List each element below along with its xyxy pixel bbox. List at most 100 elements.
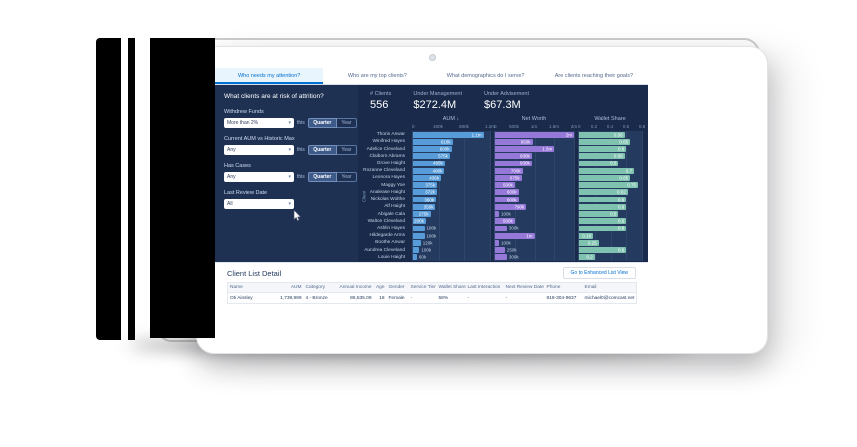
bar-aum[interactable]: 350k	[413, 203, 436, 210]
bar-row: 1m	[495, 232, 574, 239]
toggle-year[interactable]: Year	[336, 117, 357, 128]
bar-wallet-share[interactable]: 0.75	[579, 182, 639, 189]
bar-aum[interactable]: 60k	[413, 254, 426, 261]
column-header-phone[interactable]: Phone	[544, 282, 583, 293]
column-header-last-interaction[interactable]: Last Interaction	[465, 282, 504, 293]
bar-row: 120k	[413, 239, 490, 246]
toggle-quarter[interactable]: Quarter	[307, 144, 337, 155]
bar-wallet-share[interactable]: 0.62	[579, 189, 628, 196]
filter-select-current-aum-vs-historic-max[interactable]: Any ▾	[224, 144, 294, 155]
bar-wallet-share[interactable]: 0.25	[579, 239, 599, 246]
filter-select-last-review-date[interactable]: All ▾	[224, 198, 294, 209]
filter-select-withdrew-funds[interactable]: More than 2% ▾	[224, 117, 294, 128]
bar-wallet-share[interactable]: 0.2	[579, 254, 595, 261]
bar-aum[interactable]: 495k	[413, 160, 445, 167]
bar-net-worth[interactable]: 300k	[495, 225, 519, 232]
bar-aum[interactable]: 120k	[413, 239, 432, 246]
toggle-year[interactable]: Year	[336, 171, 357, 182]
bar-net-worth[interactable]: 100k	[495, 239, 511, 246]
bar-row: 600k	[495, 196, 574, 203]
bar-value: 60k	[418, 254, 427, 260]
bar-net-worth[interactable]: 1m	[495, 232, 535, 239]
column-header-annual-income[interactable]: Annual Income	[335, 282, 374, 293]
bar-net-worth[interactable]: 250k	[495, 247, 517, 253]
bar-wallet-share[interactable]: 0.5	[579, 211, 619, 217]
bar-wallet-share[interactable]: 0.6	[579, 247, 627, 253]
bar-net-worth[interactable]: 950k	[495, 138, 533, 145]
bar-net-worth[interactable]: 1.5m	[495, 146, 555, 152]
bar-net-worth[interactable]: 600k	[495, 196, 519, 203]
bar-aum[interactable]: 575k	[413, 153, 450, 160]
bar-aum[interactable]: 372k	[413, 189, 437, 196]
bar-aum[interactable]: 180k	[413, 225, 436, 232]
bar-aum[interactable]: 436k	[413, 175, 441, 181]
bar-wallet-share[interactable]: 0.7	[579, 167, 635, 174]
bar-net-worth[interactable]: 2m	[495, 131, 574, 138]
tab-what-demographics-do-i-serve[interactable]: What demographics do I serve?	[446, 73, 525, 79]
column-header-name[interactable]: Name	[227, 282, 276, 293]
bar-net-worth[interactable]: 500k	[495, 182, 515, 189]
bar-aum[interactable]: 375k	[413, 182, 438, 189]
bar-wallet-share[interactable]: 0.58	[579, 131, 625, 138]
bar-aum[interactable]: 275k	[413, 211, 431, 217]
bar-aum[interactable]: 200k	[413, 218, 426, 225]
bar-row: 0.6	[579, 145, 642, 152]
column-header-age[interactable]: Age	[373, 282, 387, 293]
column-header-next-review-date[interactable]: Next Review Date	[503, 282, 545, 293]
bar-wallet-share[interactable]: 0.6	[579, 225, 627, 232]
filter-select-has-cases[interactable]: Any ▾	[224, 171, 294, 182]
sort-desc-icon[interactable]: ↓	[454, 116, 460, 122]
tab-are-clients-reaching-their-goals[interactable]: Are clients reaching their goals?	[554, 73, 633, 79]
enhanced-list-view-button[interactable]: Go to Enhanced List View	[562, 267, 636, 279]
bar-wallet-share[interactable]: 0.5	[579, 160, 619, 167]
attrition-filter-panel: What clients are at risk of attrition? W…	[215, 85, 358, 262]
bar-wallet-share[interactable]: 0.6	[579, 196, 627, 203]
bar-net-worth[interactable]: 790k	[495, 203, 527, 210]
column-header-category[interactable]: Category	[303, 282, 336, 293]
bar-net-worth[interactable]: 930k	[495, 160, 532, 167]
column-header-service-tier[interactable]: Service Tier	[408, 282, 437, 293]
chart-aum: AUM ↓ 0 400k 800k 1.2m 1.1m 618k 600k 575k 495k 49…	[412, 116, 495, 261]
bar-net-worth[interactable]: 930k	[495, 153, 532, 160]
bar-row: 0.2	[579, 254, 642, 261]
bar-aum[interactable]: 360k	[413, 196, 437, 203]
bar-value: 618k	[440, 139, 451, 145]
bar-net-worth[interactable]: 600k	[495, 189, 519, 196]
column-header-wallet-share[interactable]: Wallet Share	[436, 282, 466, 293]
bar-value: 930k	[519, 153, 530, 159]
bar-net-worth[interactable]: 100k	[495, 211, 511, 217]
bar-aum[interactable]: 180k	[413, 232, 436, 239]
bar-net-worth[interactable]: 700k	[495, 167, 523, 174]
bar-wallet-share[interactable]: 0.58	[579, 153, 625, 160]
tab-who-needs-my-attention[interactable]: Who needs my attention?	[215, 68, 324, 84]
bar-row: 60k	[413, 254, 490, 261]
column-header-aum[interactable]: AUM	[275, 282, 304, 293]
bar-net-worth[interactable]: 675k	[495, 175, 522, 181]
toggle-year[interactable]: Year	[336, 144, 357, 155]
bar-net-worth[interactable]: 300k	[495, 254, 519, 261]
tab-who-are-my-top-clients[interactable]: Who are my top clients?	[347, 73, 407, 79]
bar-wallet-share[interactable]: 0.65	[579, 175, 631, 181]
bar-value: 300k	[508, 254, 519, 260]
toggle-quarter[interactable]: Quarter	[307, 117, 337, 128]
bar-wallet-share[interactable]: 0.65	[579, 138, 631, 145]
bar-aum[interactable]: 1.1m	[413, 131, 484, 138]
bar-value: 0.6	[617, 218, 625, 224]
bar-net-worth[interactable]: 500k	[495, 218, 515, 225]
bar-aum[interactable]: 100k	[413, 247, 431, 253]
bar-aum[interactable]: 600k	[413, 146, 452, 152]
bar-wallet-share[interactable]: 0.6	[579, 203, 627, 210]
column-header-email[interactable]: Email	[582, 282, 637, 293]
cell-last-interaction: -	[465, 292, 504, 304]
table-row[interactable]: Oti Ainsley 1,739,999 4 - Bronze 86,535.09 1…	[227, 292, 637, 304]
toggle-quarter[interactable]: Quarter	[307, 171, 337, 182]
mouse-cursor-icon	[293, 210, 302, 222]
bar-wallet-share[interactable]: 0.6	[579, 218, 627, 225]
bar-wallet-share[interactable]: 0.6	[579, 146, 627, 152]
client-name: Louie Haight	[378, 254, 405, 260]
bar-wallet-share[interactable]: 0.18	[579, 232, 594, 239]
kpi-value: $67.3M	[484, 99, 521, 111]
bar-aum[interactable]: 618k	[413, 138, 453, 145]
column-header-gender[interactable]: Gender	[386, 282, 409, 293]
bar-aum[interactable]: 490k	[413, 167, 445, 174]
